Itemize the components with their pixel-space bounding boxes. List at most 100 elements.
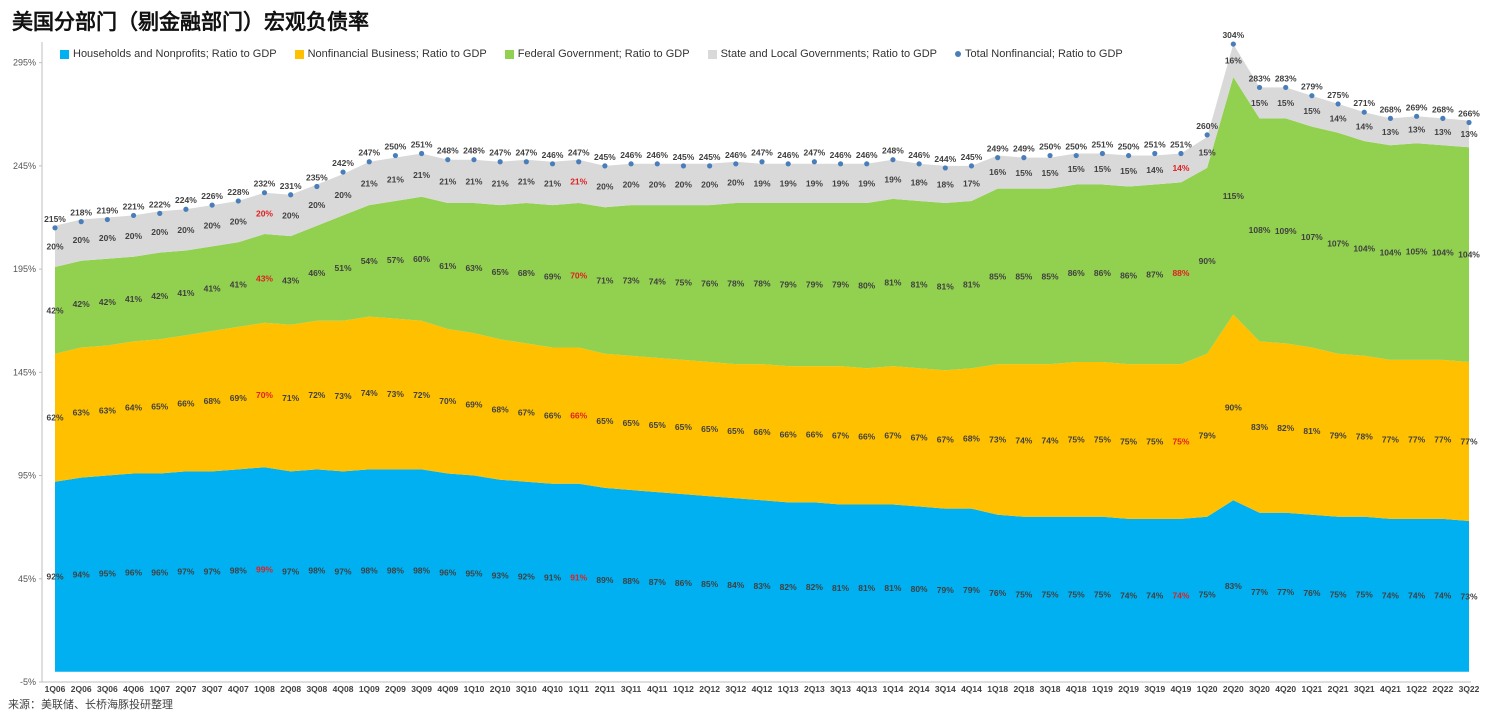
total-marker (261, 190, 268, 196)
total-marker (680, 163, 687, 169)
data-label-series-0: 97% (177, 567, 194, 577)
x-tick-label: 4Q11 (647, 684, 668, 694)
data-label-series-1: 67% (518, 408, 535, 418)
data-label-series-0: 95% (465, 569, 482, 579)
y-tick-label: 295% (13, 58, 36, 68)
data-label-series-2: 85% (1042, 271, 1059, 281)
total-marker (235, 198, 241, 204)
data-label-series-1: 81% (1303, 426, 1320, 436)
data-label-series-2: 87% (1146, 269, 1163, 279)
total-label: 250% (385, 142, 407, 152)
data-label-series-2: 57% (387, 255, 404, 265)
data-label-series-1: 74% (1015, 435, 1032, 445)
x-tick-label: 3Q14 (935, 684, 956, 694)
total-marker (157, 210, 163, 216)
total-label: 242% (332, 158, 354, 168)
data-label-series-0: 75% (1199, 589, 1216, 599)
data-label-series-3: 15% (1303, 106, 1320, 116)
total-label: 215% (44, 214, 66, 224)
total-label: 304% (1222, 30, 1244, 40)
total-label: 246% (908, 150, 930, 160)
total-label: 260% (1196, 121, 1218, 131)
data-label-series-2: 80% (858, 281, 875, 291)
data-label-series-2: 86% (1068, 268, 1085, 278)
data-label-series-0: 77% (1251, 587, 1268, 597)
data-label-series-2: 88% (1172, 268, 1189, 278)
data-label-series-2: 107% (1327, 238, 1349, 248)
data-label-series-0: 85% (701, 579, 718, 589)
data-label-series-0: 97% (282, 567, 299, 577)
total-marker (1387, 115, 1394, 121)
data-label-series-3: 15% (1068, 164, 1085, 174)
x-tick-label: 3Q20 (1249, 684, 1270, 694)
total-label: 247% (803, 148, 825, 158)
total-label: 269% (1406, 102, 1428, 112)
chart-title: 美国分部门（剔金融部门）宏观负债率 (12, 11, 369, 34)
total-label: 247% (358, 148, 380, 158)
data-label-series-1: 68% (492, 404, 509, 414)
total-marker (1466, 119, 1472, 126)
total-label: 232% (254, 179, 276, 189)
data-label-series-0: 91% (570, 573, 587, 583)
data-label-series-1: 67% (911, 432, 928, 442)
data-label-series-1: 75% (1120, 436, 1137, 446)
data-label-series-0: 82% (806, 582, 823, 592)
x-tick-label: 3Q06 (97, 684, 118, 694)
total-marker (890, 157, 896, 163)
data-label-series-2: 78% (727, 279, 744, 289)
total-marker (392, 152, 399, 159)
data-label-series-3: 20% (335, 190, 352, 200)
data-label-series-0: 74% (1172, 590, 1189, 600)
total-marker (1361, 109, 1367, 115)
data-label-series-1: 65% (675, 422, 692, 432)
data-label-series-2: 86% (1094, 268, 1111, 278)
data-label-series-2: 79% (832, 280, 849, 290)
x-tick-label: 2Q22 (1432, 684, 1453, 694)
x-tick-label: 2Q14 (909, 684, 930, 694)
x-tick-label: 4Q06 (123, 684, 144, 694)
data-label-series-2: 65% (492, 267, 509, 277)
data-label-series-0: 75% (1015, 589, 1032, 599)
total-label: 248% (437, 146, 459, 156)
data-label-series-3: 14% (1330, 113, 1347, 123)
data-label-series-2: 42% (99, 297, 116, 307)
x-tick-label: 2Q10 (490, 684, 511, 694)
data-label-series-2: 74% (649, 276, 666, 286)
data-label-series-3: 20% (99, 233, 116, 243)
total-label: 245% (699, 152, 721, 162)
data-label-series-2: 68% (518, 268, 535, 278)
total-label: 251% (411, 139, 433, 149)
data-label-series-1: 71% (282, 393, 299, 403)
data-label-series-2: 107% (1301, 232, 1323, 242)
data-label-series-3: 20% (230, 217, 247, 227)
total-label: 247% (489, 148, 511, 158)
total-label: 251% (1170, 139, 1192, 149)
data-label-series-1: 70% (439, 396, 456, 406)
total-marker (1047, 152, 1053, 159)
total-label: 248% (882, 146, 904, 156)
data-label-series-0: 89% (596, 575, 613, 585)
x-tick-label: 4Q14 (961, 684, 982, 694)
data-label-series-3: 21% (492, 178, 509, 188)
x-tick-label: 2Q12 (699, 684, 720, 694)
data-label-series-1: 67% (832, 430, 849, 440)
total-marker (1152, 150, 1158, 157)
x-tick-label: 4Q12 (752, 684, 773, 694)
data-label-series-3: 15% (1042, 168, 1059, 178)
data-label-series-0: 75% (1068, 589, 1085, 599)
data-label-series-1: 65% (727, 426, 744, 436)
data-label-series-2: 115% (1223, 191, 1245, 201)
data-label-series-2: 61% (439, 261, 456, 271)
data-label-series-2: 73% (623, 275, 640, 285)
total-label: 283% (1275, 73, 1297, 83)
data-label-series-2: 43% (282, 275, 299, 285)
data-label-series-3: 15% (1015, 168, 1032, 178)
data-label-series-2: 81% (884, 278, 901, 288)
x-tick-label: 4Q09 (437, 684, 458, 694)
data-label-series-0: 83% (753, 581, 770, 591)
data-label-series-1: 79% (1330, 430, 1347, 440)
total-label: 226% (201, 191, 223, 201)
data-label-series-0: 75% (1356, 589, 1373, 599)
data-label-series-3: 18% (911, 177, 928, 187)
